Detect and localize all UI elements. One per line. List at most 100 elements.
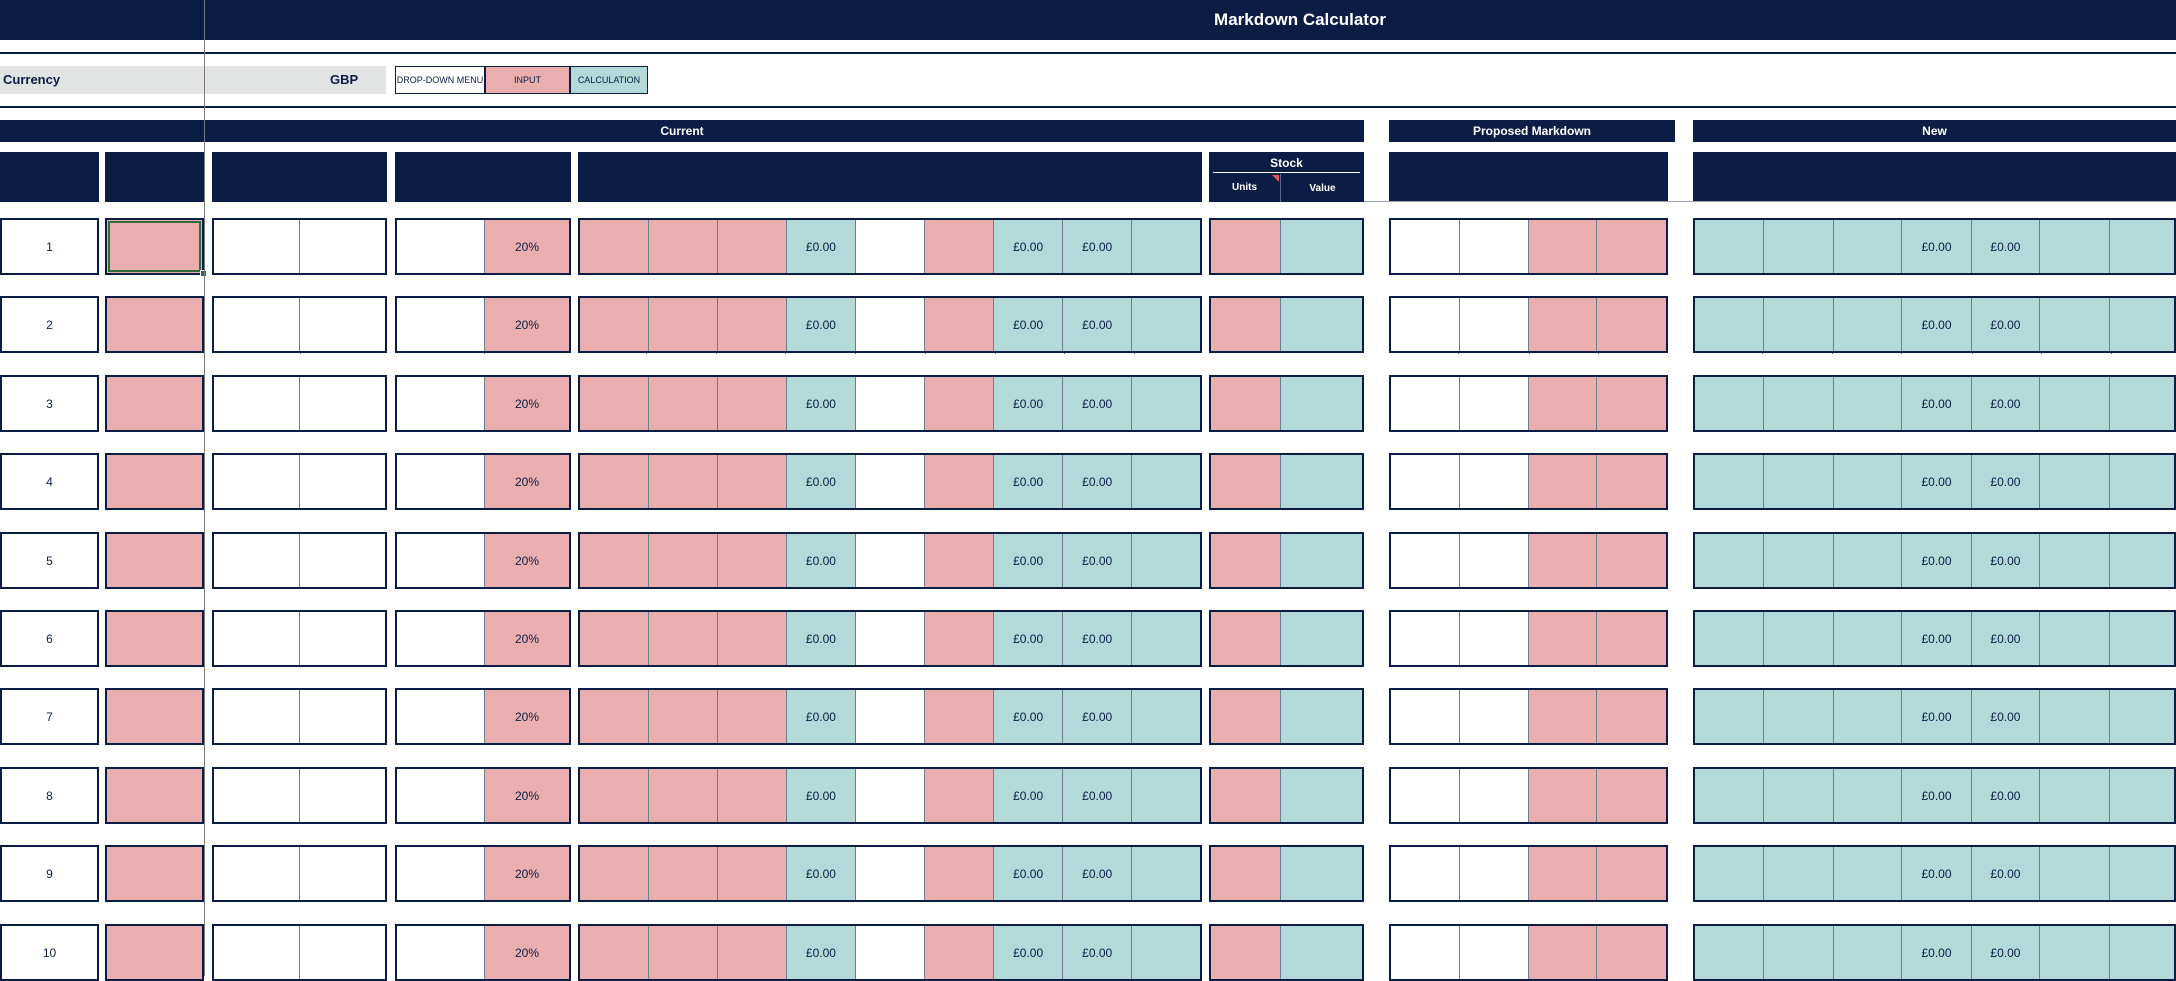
cell-total-fees[interactable]: £0.00	[786, 534, 857, 587]
cell-vat-rate[interactable]: 20%	[484, 377, 569, 430]
cell-new-margin[interactable]	[2109, 769, 2175, 822]
cell-selling-price[interactable]	[580, 220, 649, 273]
cell-postage-cost[interactable]	[648, 612, 719, 665]
cell-total-overheads[interactable]: £0.00	[994, 220, 1063, 273]
selection-fill-handle[interactable]	[200, 270, 207, 277]
cell-total-overheads[interactable]: £0.00	[994, 690, 1063, 743]
cell-selling-price[interactable]	[580, 690, 649, 743]
cell-overhead-type[interactable]	[856, 926, 925, 979]
cell-product-name[interactable]	[107, 926, 202, 979]
cell-new-postage-cost[interactable]	[1764, 298, 1834, 351]
cell-overhead-amount[interactable]	[924, 926, 995, 979]
cell-margin[interactable]	[1132, 534, 1200, 587]
cell-new-profit-value[interactable]	[2040, 926, 2110, 979]
cell-margin[interactable]	[1132, 847, 1200, 900]
cell-discount-type[interactable]	[1460, 690, 1529, 743]
cell-include-vat[interactable]	[397, 690, 485, 743]
cell-sales-platform[interactable]	[214, 220, 300, 273]
cell-forecasted-sales[interactable]	[1597, 455, 1666, 508]
cell-cost-price[interactable]	[718, 298, 787, 351]
cell-transaction-platform[interactable]	[300, 690, 385, 743]
cell-vat-rate[interactable]: 20%	[484, 534, 569, 587]
cell-new-profit-value[interactable]	[2040, 847, 2110, 900]
cell-new-margin[interactable]	[2109, 690, 2175, 743]
cell-md-type[interactable]	[1391, 847, 1460, 900]
cell-new-cost-price[interactable]	[1833, 612, 1903, 665]
cell-total-overheads[interactable]: £0.00	[994, 847, 1063, 900]
cell-overhead-type[interactable]	[856, 455, 925, 508]
cell-new-total-overheads[interactable]: £0.00	[1971, 847, 2041, 900]
cell-cost-price[interactable]	[718, 377, 787, 430]
cell-total-fees[interactable]: £0.00	[786, 769, 857, 822]
cell-forecasted-sales[interactable]	[1597, 847, 1666, 900]
cell-forecasted-sales[interactable]	[1597, 690, 1666, 743]
cell-overhead-type[interactable]	[856, 220, 925, 273]
cell-new-profit-value[interactable]	[2040, 769, 2110, 822]
cell-profit-value[interactable]: £0.00	[1062, 769, 1133, 822]
cell-discount-type[interactable]	[1460, 220, 1529, 273]
cell-total-overheads[interactable]: £0.00	[994, 298, 1063, 351]
cell-margin[interactable]	[1132, 455, 1200, 508]
cell-new-total-overheads[interactable]: £0.00	[1971, 534, 2041, 587]
cell-discount-amount[interactable]	[1529, 298, 1598, 351]
cell-new-postage-cost[interactable]	[1764, 534, 1834, 587]
cell-new-selling-price[interactable]	[1695, 926, 1765, 979]
cell-profit-value[interactable]: £0.00	[1062, 612, 1133, 665]
cell-total-fees[interactable]: £0.00	[786, 612, 857, 665]
cell-transaction-platform[interactable]	[300, 612, 385, 665]
cell-transaction-platform[interactable]	[300, 769, 385, 822]
cell-discount-amount[interactable]	[1529, 455, 1598, 508]
cell-transaction-platform[interactable]	[300, 220, 385, 273]
cell-cost-price[interactable]	[718, 769, 787, 822]
cell-new-cost-price[interactable]	[1833, 220, 1903, 273]
cell-new-margin[interactable]	[2109, 220, 2175, 273]
cell-vat-rate[interactable]: 20%	[484, 612, 569, 665]
cell-md-type[interactable]	[1391, 298, 1460, 351]
cell-selling-price[interactable]	[580, 455, 649, 508]
cell-value[interactable]	[1281, 690, 1362, 743]
cell-discount-amount[interactable]	[1529, 926, 1598, 979]
cell-new-cost-price[interactable]	[1833, 769, 1903, 822]
cell-forecasted-sales[interactable]	[1597, 534, 1666, 587]
currency-value[interactable]: GBP	[330, 72, 359, 87]
cell-new-total-fees[interactable]: £0.00	[1902, 690, 1972, 743]
cell-new-profit-value[interactable]	[2040, 220, 2110, 273]
cell-new-margin[interactable]	[2109, 298, 2175, 351]
cell-include-vat[interactable]	[397, 769, 485, 822]
cell-postage-cost[interactable]	[648, 298, 719, 351]
cell-new-cost-price[interactable]	[1833, 926, 1903, 979]
cell-md-type[interactable]	[1391, 455, 1460, 508]
cell-profit-value[interactable]: £0.00	[1062, 455, 1133, 508]
cell-new-selling-price[interactable]	[1695, 847, 1765, 900]
cell-total-overheads[interactable]: £0.00	[994, 926, 1063, 979]
cell-overhead-type[interactable]	[856, 690, 925, 743]
cell-new-total-fees[interactable]: £0.00	[1902, 298, 1972, 351]
cell-new-profit-value[interactable]	[2040, 612, 2110, 665]
cell-transaction-platform[interactable]	[300, 534, 385, 587]
cell-md-type[interactable]	[1391, 534, 1460, 587]
cell-overhead-type[interactable]	[856, 377, 925, 430]
cell-new-cost-price[interactable]	[1833, 690, 1903, 743]
cell-new-cost-price[interactable]	[1833, 534, 1903, 587]
cell-selling-price[interactable]	[580, 298, 649, 351]
cell-md-type[interactable]	[1391, 926, 1460, 979]
cell-units[interactable]	[1211, 769, 1282, 822]
cell-transaction-platform[interactable]	[300, 455, 385, 508]
cell-new-margin[interactable]	[2109, 612, 2175, 665]
cell-md-type[interactable]	[1391, 769, 1460, 822]
cell-selling-price[interactable]	[580, 377, 649, 430]
cell-postage-cost[interactable]	[648, 377, 719, 430]
cell-new-postage-cost[interactable]	[1764, 455, 1834, 508]
cell-units[interactable]	[1211, 298, 1282, 351]
cell-value[interactable]	[1281, 220, 1362, 273]
cell-vat-rate[interactable]: 20%	[484, 298, 569, 351]
cell-discount-type[interactable]	[1460, 298, 1529, 351]
cell-postage-cost[interactable]	[648, 769, 719, 822]
cell-overhead-amount[interactable]	[924, 455, 995, 508]
cell-profit-value[interactable]: £0.00	[1062, 534, 1133, 587]
cell-new-selling-price[interactable]	[1695, 220, 1765, 273]
cell-profit-value[interactable]: £0.00	[1062, 220, 1133, 273]
cell-value[interactable]	[1281, 926, 1362, 979]
cell-profit-value[interactable]: £0.00	[1062, 690, 1133, 743]
cell-total-fees[interactable]: £0.00	[786, 377, 857, 430]
